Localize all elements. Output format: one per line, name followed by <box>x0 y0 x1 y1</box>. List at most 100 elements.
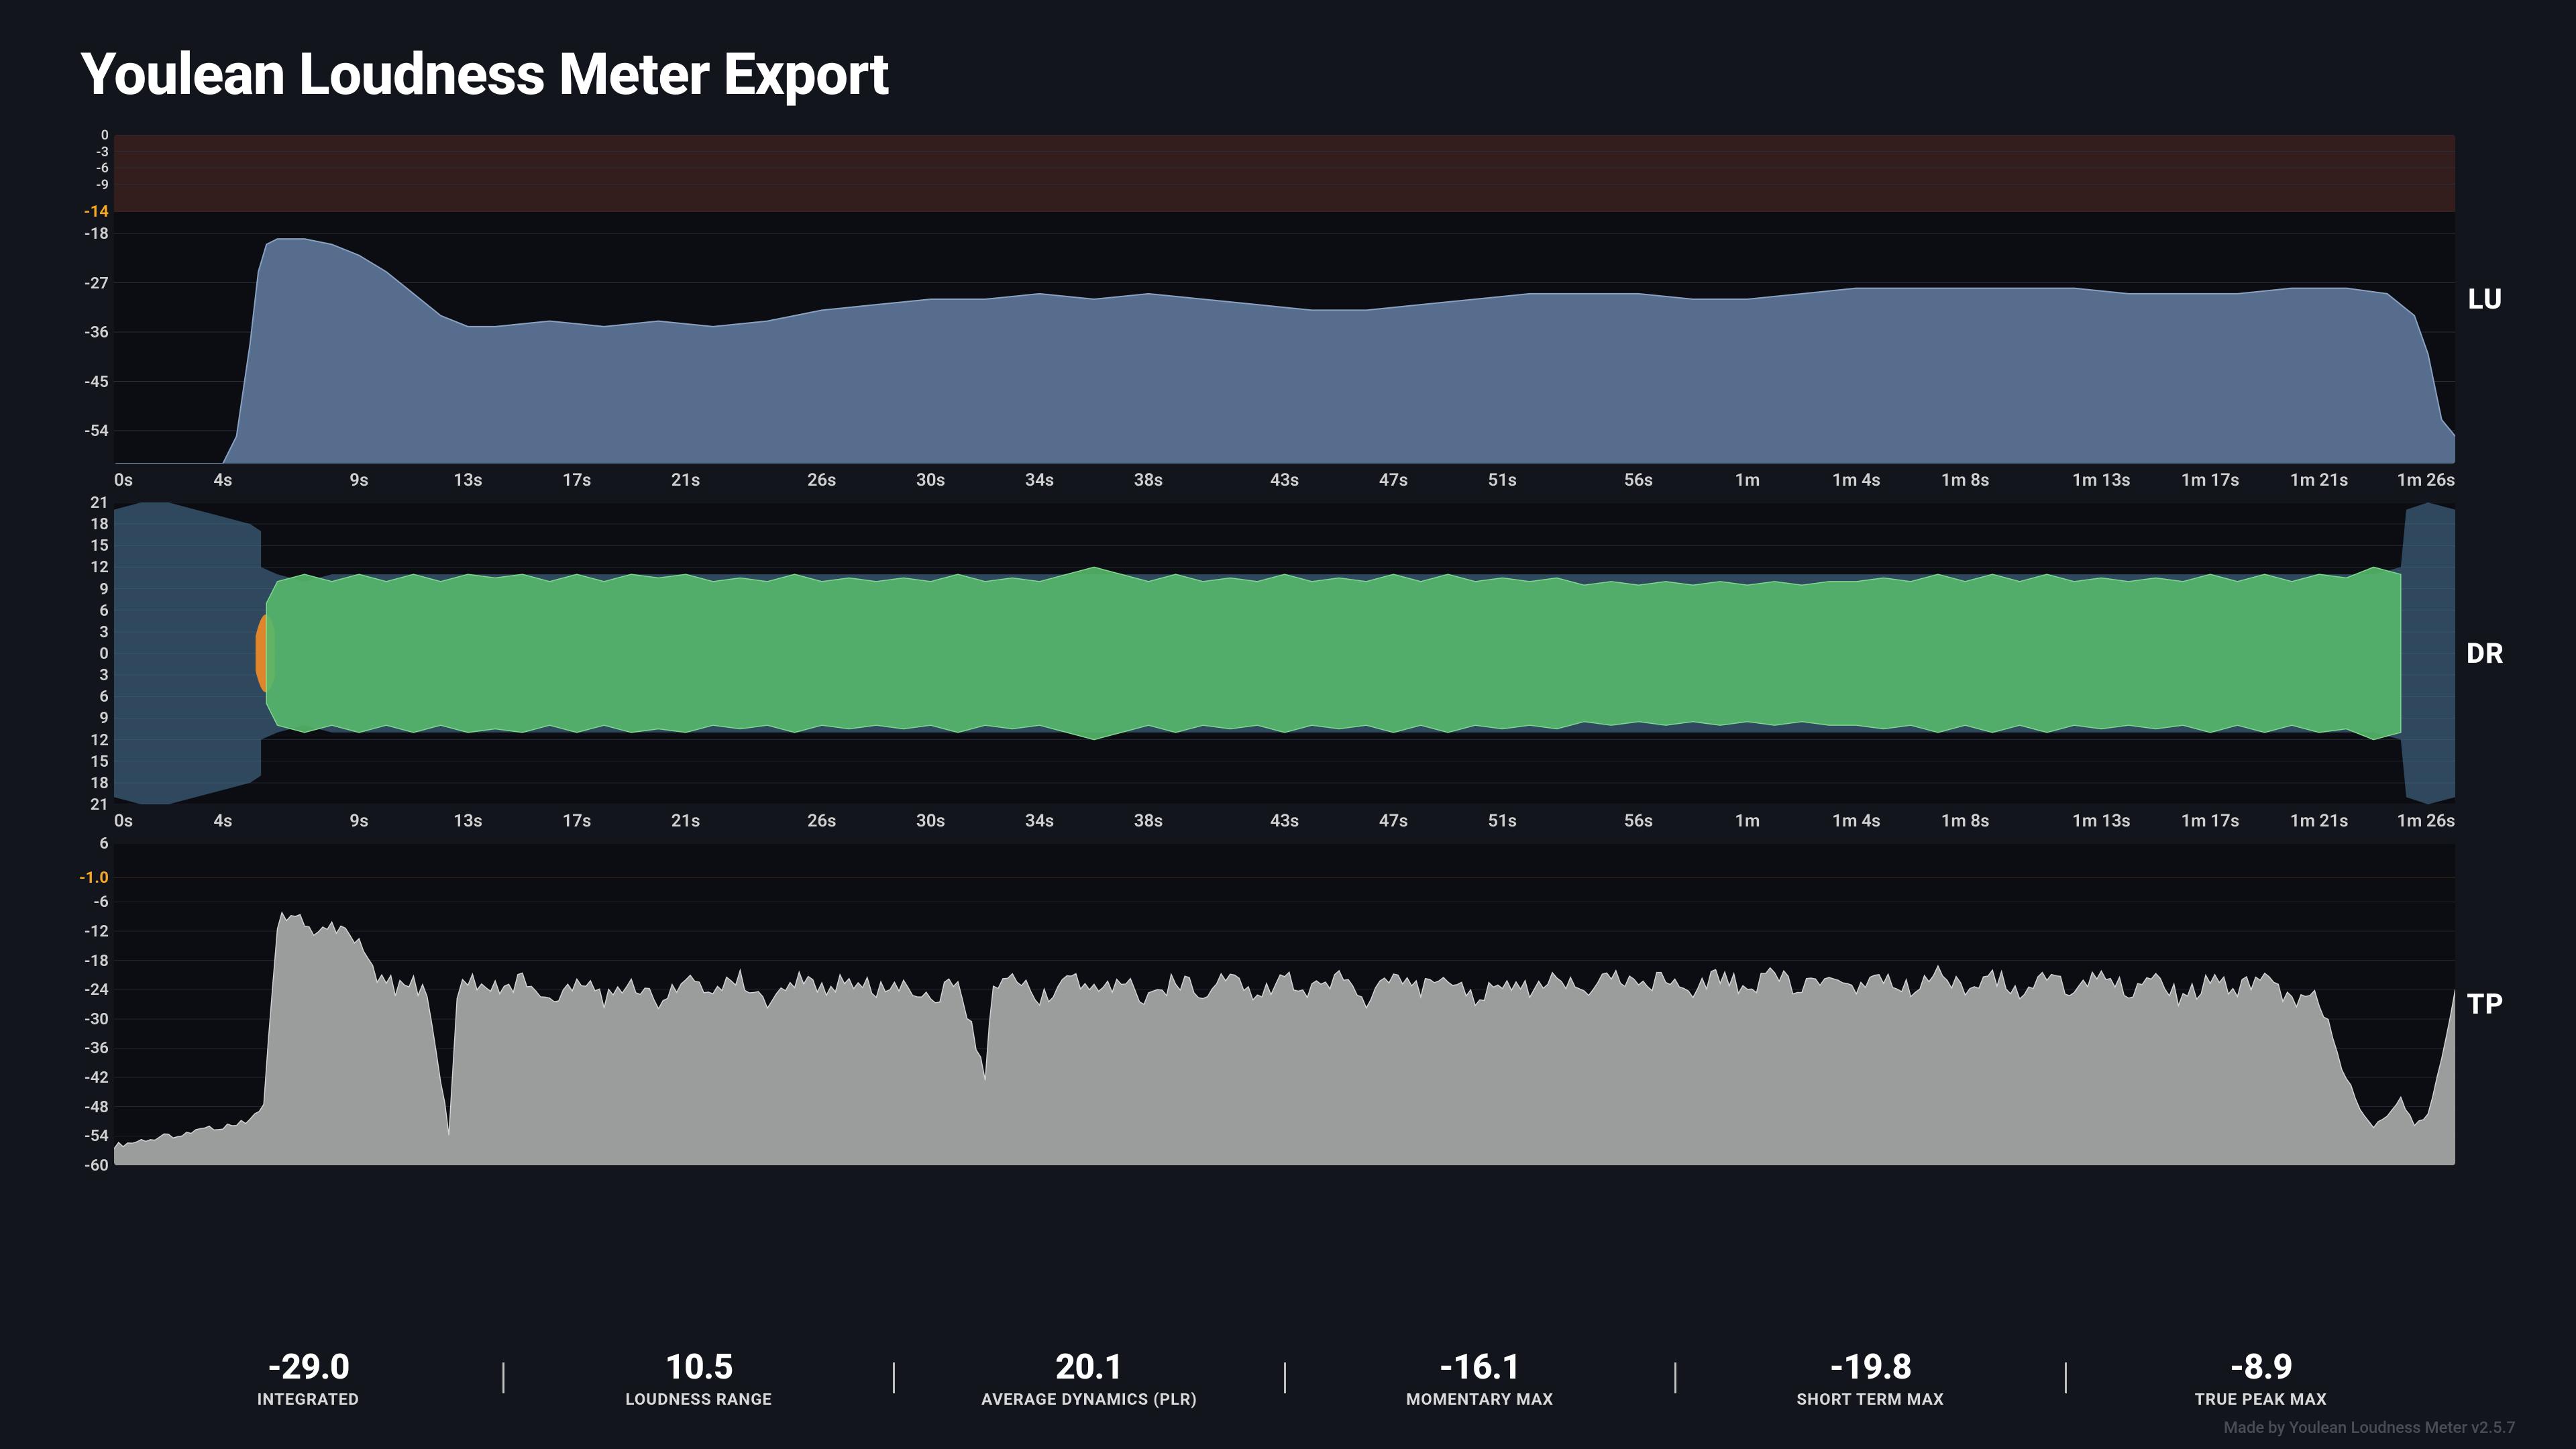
time-tick: 47s <box>1379 811 1408 831</box>
stat-label: LOUDNESS RANGE <box>504 1390 893 1409</box>
y-tick: -36 <box>85 1038 109 1057</box>
time-tick: 21s <box>672 811 700 831</box>
time-tick: 1m 17s <box>2181 811 2239 831</box>
time-tick: 30s <box>916 470 945 490</box>
time-tick: 26s <box>808 811 837 831</box>
y-tick: 0 <box>101 127 109 143</box>
tp-label: TP <box>2455 843 2516 1165</box>
stat-value: -16.1 <box>1286 1348 1674 1386</box>
stat-label: SHORT TERM MAX <box>1676 1390 2065 1409</box>
lu-plot <box>114 135 2455 464</box>
time-tick: 38s <box>1134 470 1163 490</box>
y-tick: 6 <box>99 834 109 853</box>
y-tick: 21 <box>91 493 109 512</box>
time-axis-1: 0s4s9s13s17s21s26s30s34s38s43s47s51s56s1… <box>114 464 2455 502</box>
y-tick: -30 <box>85 1010 109 1028</box>
dr-chart-block: 21181512963036912151821 DR <box>60 502 2516 804</box>
time-tick: 34s <box>1025 470 1054 490</box>
y-tick: 15 <box>91 536 109 555</box>
time-tick: 1m <box>1735 811 1760 831</box>
tp-yaxis: 6-1.0-6-12-18-24-30-36-42-48-54-60 <box>60 843 114 1165</box>
y-tick: 15 <box>91 752 109 771</box>
y-tick: -42 <box>85 1068 109 1087</box>
y-tick: 0 <box>99 644 109 663</box>
time-tick: 30s <box>916 811 945 831</box>
stat-short-term-max: -19.8 SHORT TERM MAX <box>1676 1348 2065 1409</box>
y-tick: 6 <box>99 687 109 706</box>
y-tick: 9 <box>99 708 109 727</box>
y-tick: 3 <box>99 665 109 684</box>
time-tick: 47s <box>1379 470 1408 490</box>
lu-chart-block: 0-3-6-9-14-18-27-36-45-54 LU <box>60 135 2516 464</box>
time-tick: 38s <box>1134 811 1163 831</box>
y-tick: -1.0 <box>79 868 109 887</box>
dr-label: DR <box>2455 502 2516 804</box>
y-tick: 18 <box>91 515 109 533</box>
y-tick: 6 <box>99 601 109 620</box>
stat-momentary-max: -16.1 MOMENTARY MAX <box>1286 1348 1674 1409</box>
time-tick: 1m 8s <box>1941 470 1989 490</box>
time-tick: 1m 21s <box>2290 470 2349 490</box>
y-tick: -18 <box>85 224 109 243</box>
y-tick: -9 <box>96 176 109 193</box>
dr-yaxis: 21181512963036912151821 <box>60 502 114 804</box>
stat-label: AVERAGE DYNAMICS (PLR) <box>895 1390 1283 1409</box>
tp-chart-block: 6-1.0-6-12-18-24-30-36-42-48-54-60 TP <box>60 843 2516 1165</box>
time-tick: 17s <box>562 811 591 831</box>
time-tick: 51s <box>1488 811 1517 831</box>
stat-value: 10.5 <box>504 1348 893 1386</box>
time-tick: 1m 8s <box>1941 811 1989 831</box>
stat-label: TRUE PEAK MAX <box>2067 1390 2455 1409</box>
time-tick: 1m 17s <box>2181 470 2239 490</box>
watermark-text: Made by Youlean Loudness Meter v2.5.7 <box>2224 1418 2516 1437</box>
time-tick: 26s <box>808 470 837 490</box>
time-tick: 21s <box>672 470 700 490</box>
y-tick: -6 <box>93 892 109 911</box>
y-tick: -48 <box>85 1097 109 1116</box>
stat-value: -29.0 <box>114 1348 502 1386</box>
time-tick: 34s <box>1025 811 1054 831</box>
time-tick: 1m 26s <box>2397 811 2455 831</box>
time-tick: 0s <box>114 470 133 490</box>
time-tick: 13s <box>453 811 482 831</box>
stat-loudness-range: 10.5 LOUDNESS RANGE <box>504 1348 893 1409</box>
y-tick: 12 <box>91 731 109 749</box>
stat-label: INTEGRATED <box>114 1390 502 1409</box>
y-tick: -6 <box>96 160 109 176</box>
time-tick: 43s <box>1270 470 1299 490</box>
stat-average-dynamics-plr-: 20.1AVERAGE DYNAMICS (PLR) <box>895 1348 1283 1409</box>
time-tick: 9s <box>350 470 368 490</box>
lu-label: LU <box>2455 135 2516 464</box>
time-tick: 56s <box>1624 811 1653 831</box>
y-tick: -60 <box>85 1156 109 1175</box>
y-tick: 21 <box>91 795 109 814</box>
y-tick: 12 <box>91 557 109 576</box>
time-axis-2: 0s4s9s13s17s21s26s30s34s38s43s47s51s56s1… <box>114 804 2455 843</box>
y-tick: -54 <box>85 421 109 440</box>
y-tick: -3 <box>96 144 109 160</box>
page-title: Youlean Loudness Meter Export <box>80 40 2516 108</box>
time-tick: 1m 4s <box>1832 811 1880 831</box>
time-tick: 1m 4s <box>1832 470 1880 490</box>
y-tick: -27 <box>85 274 109 292</box>
dr-plot <box>114 502 2455 804</box>
stat-integrated: -29.0 INTEGRATED <box>114 1348 502 1409</box>
time-tick: 0s <box>114 811 133 831</box>
time-tick: 13s <box>453 470 482 490</box>
y-tick: 9 <box>99 580 109 598</box>
time-tick: 1m 26s <box>2397 470 2455 490</box>
lu-yaxis: 0-3-6-9-14-18-27-36-45-54 <box>60 135 114 464</box>
time-tick: 43s <box>1270 811 1299 831</box>
y-tick: -54 <box>85 1126 109 1145</box>
time-tick: 4s <box>213 470 232 490</box>
time-tick: 56s <box>1624 470 1653 490</box>
stat-value: -19.8 <box>1676 1348 2065 1386</box>
y-tick: -24 <box>85 980 109 999</box>
y-tick: -45 <box>85 372 109 391</box>
stat-label: MOMENTARY MAX <box>1286 1390 1674 1409</box>
y-tick: 3 <box>99 623 109 641</box>
stat-true-peak-max: -8.9TRUE PEAK MAX <box>2067 1348 2455 1409</box>
y-tick: 18 <box>91 773 109 792</box>
time-tick: 1m <box>1735 470 1760 490</box>
time-tick: 1m 13s <box>2072 811 2131 831</box>
